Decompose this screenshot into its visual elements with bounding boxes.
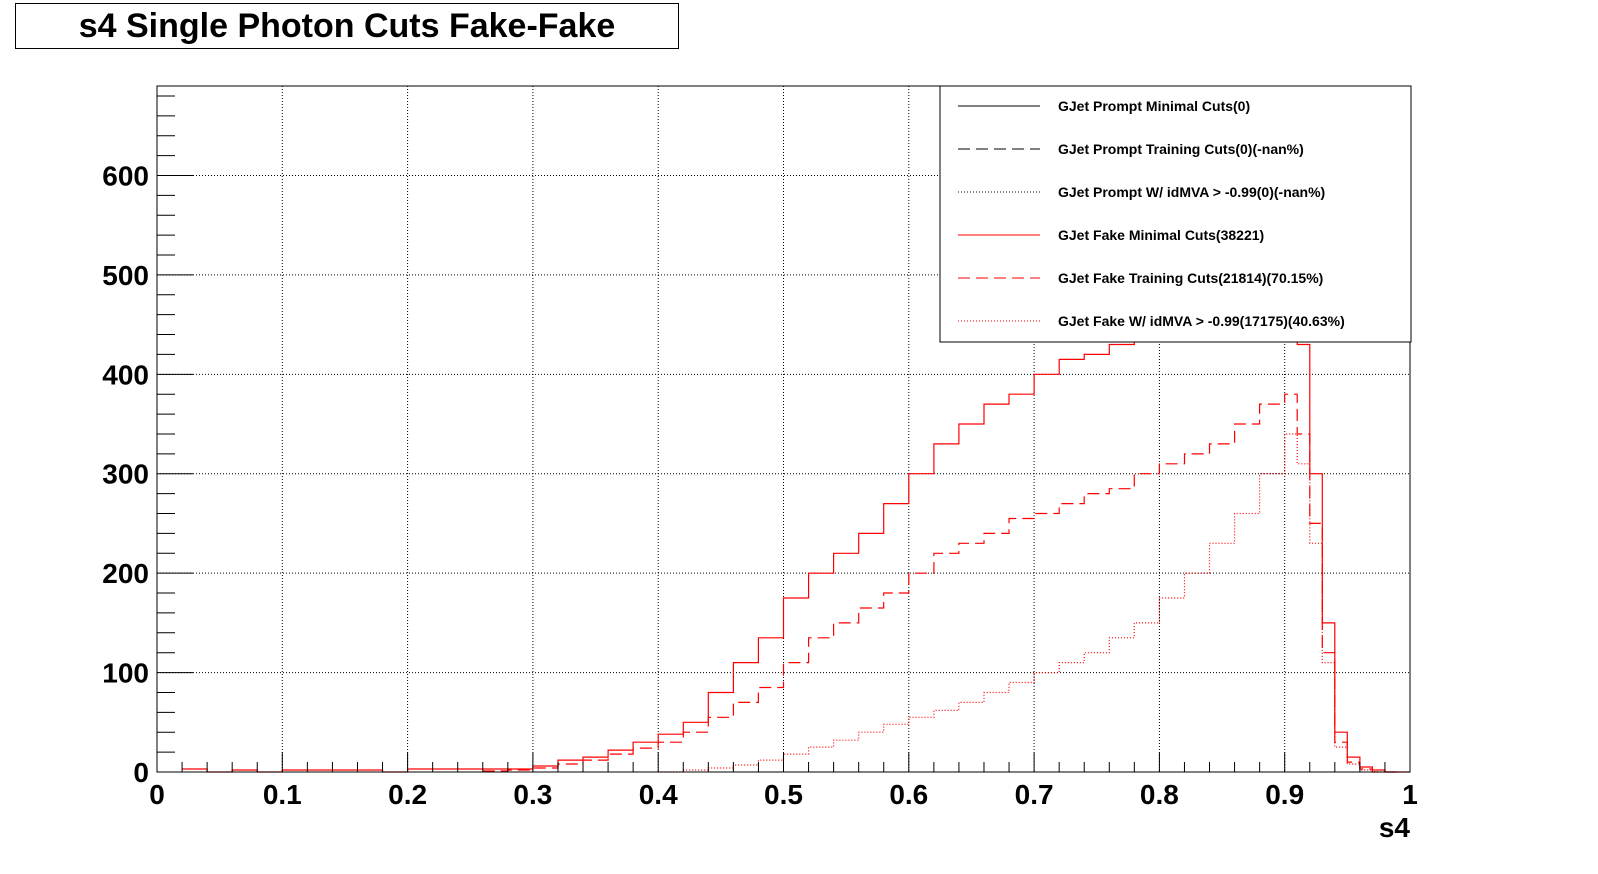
- legend-label-1: GJet Prompt Training Cuts(0)(-nan%): [1058, 141, 1304, 157]
- legend: GJet Prompt Minimal Cuts(0) GJet Prompt T…: [939, 85, 1412, 343]
- x-tick-label: 0.7: [1015, 779, 1054, 810]
- x-tick-label: 0: [149, 779, 165, 810]
- y-tick-label: 200: [102, 558, 149, 589]
- y-tick-label: 400: [102, 359, 149, 390]
- series-line-3: [182, 274, 1410, 773]
- x-tick-label: 0.6: [889, 779, 928, 810]
- x-tick-label: 0.4: [639, 779, 678, 810]
- series-line-5: [658, 433, 1398, 773]
- legend-box: [939, 85, 1412, 343]
- y-tick-label: 100: [102, 658, 149, 689]
- axes: 0 0.1 0.2 0.3 0.4 0.5 0.6 0.7 0.8 0.9 1 0 100 200 300 4…: [102, 85, 1418, 843]
- y-tick-label: 500: [102, 260, 149, 291]
- series-layer: [182, 274, 1410, 773]
- legend-label-2: GJet Prompt W/ idMVA > -0.99(0)(-nan%): [1058, 184, 1325, 200]
- chart-title-box: s4 Single Photon Cuts Fake-Fake: [15, 3, 679, 49]
- y-tick-label: 300: [102, 459, 149, 490]
- x-axis-title: s4: [1379, 812, 1411, 843]
- x-tick-label: 0.1: [263, 779, 302, 810]
- legend-label-3: GJet Fake Minimal Cuts(38221): [1058, 227, 1264, 243]
- legend-label-4: GJet Fake Training Cuts(21814)(70.15%): [1058, 270, 1323, 286]
- x-tick-label: 0.5: [764, 779, 803, 810]
- legend-label-5: GJet Fake W/ idMVA > -0.99(17175)(40.63%…: [1058, 313, 1345, 329]
- legend-label-0: GJet Prompt Minimal Cuts(0): [1058, 98, 1250, 114]
- chart-title: s4 Single Photon Cuts Fake-Fake: [78, 6, 616, 45]
- y-tick-label: 0: [133, 757, 149, 788]
- x-tick-label: 0.3: [513, 779, 552, 810]
- x-tick-label: 1: [1402, 779, 1418, 810]
- x-tick-label: 0.9: [1265, 779, 1304, 810]
- y-tick-label: 600: [102, 160, 149, 191]
- x-tick-label: 0.8: [1140, 779, 1179, 810]
- series-line-4: [482, 393, 1398, 773]
- x-tick-label: 0.2: [388, 779, 427, 810]
